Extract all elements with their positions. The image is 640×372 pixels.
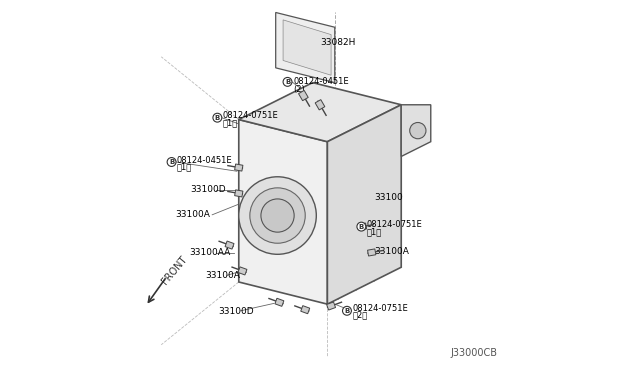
Text: B: B — [359, 224, 364, 230]
Circle shape — [261, 199, 294, 232]
Text: B: B — [344, 308, 349, 314]
Circle shape — [239, 177, 316, 254]
Text: FRONT: FRONT — [159, 254, 189, 286]
Text: （1）: （1） — [223, 118, 238, 127]
Polygon shape — [275, 298, 284, 307]
Polygon shape — [328, 105, 401, 304]
Text: B: B — [285, 79, 290, 85]
Text: （1）: （1） — [367, 227, 382, 236]
Text: B: B — [169, 159, 174, 165]
Polygon shape — [225, 241, 234, 249]
Text: 33082H: 33082H — [320, 38, 355, 47]
Polygon shape — [301, 306, 310, 314]
Text: J33000CB: J33000CB — [450, 348, 497, 358]
Text: 33100A: 33100A — [374, 247, 410, 256]
Text: 33100A: 33100A — [205, 271, 239, 280]
Polygon shape — [401, 105, 431, 157]
Polygon shape — [276, 13, 335, 83]
Polygon shape — [315, 100, 325, 110]
Text: 08124-0451E: 08124-0451E — [177, 155, 232, 165]
Polygon shape — [235, 190, 243, 197]
Text: 33100: 33100 — [374, 193, 403, 202]
Text: 08124-0751E: 08124-0751E — [367, 220, 422, 229]
Text: （2）: （2） — [352, 311, 367, 320]
Text: 08124-0751E: 08124-0751E — [352, 304, 408, 313]
Circle shape — [250, 188, 305, 243]
Circle shape — [342, 307, 351, 315]
Text: 33100D: 33100D — [218, 307, 254, 316]
Polygon shape — [326, 302, 335, 310]
Polygon shape — [358, 223, 367, 230]
Circle shape — [167, 158, 176, 166]
Circle shape — [410, 122, 426, 139]
Text: 08124-0451E: 08124-0451E — [293, 77, 349, 86]
Polygon shape — [235, 164, 243, 171]
Text: 08124-0751E: 08124-0751E — [223, 111, 278, 121]
Polygon shape — [238, 267, 247, 275]
Text: 33100D: 33100D — [191, 185, 227, 194]
Polygon shape — [283, 20, 331, 75]
Text: 33100AA: 33100AA — [189, 248, 230, 257]
Text: (2): (2) — [293, 85, 305, 94]
Circle shape — [357, 222, 366, 231]
Polygon shape — [367, 249, 376, 256]
Polygon shape — [298, 90, 308, 101]
Circle shape — [283, 77, 292, 86]
Text: B: B — [215, 115, 220, 121]
Text: 33100A: 33100A — [175, 210, 210, 219]
Text: （1）: （1） — [177, 162, 192, 171]
Circle shape — [213, 113, 222, 122]
Polygon shape — [239, 83, 401, 142]
Polygon shape — [239, 119, 328, 304]
